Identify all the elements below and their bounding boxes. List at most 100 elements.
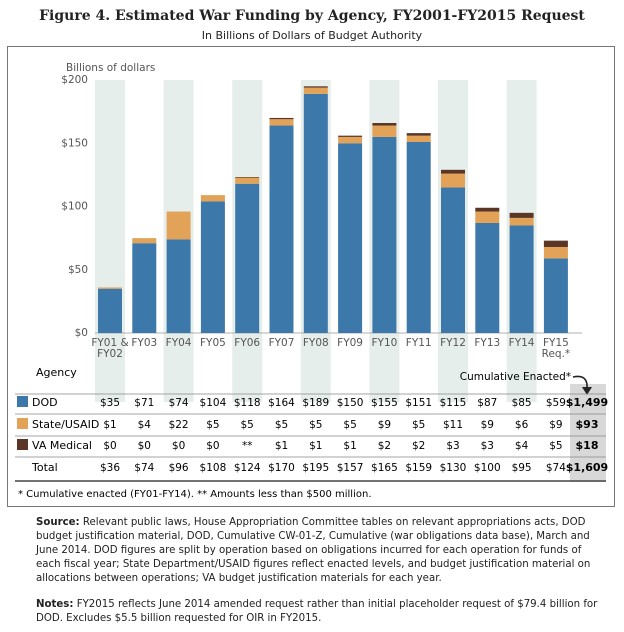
x-tick-label: FY07: [269, 337, 295, 349]
legend-swatch: [17, 396, 28, 407]
table-total-cell: $170: [268, 462, 295, 474]
bar-segment: [303, 87, 328, 94]
bar-segment: [338, 136, 363, 144]
bar-segment: [338, 143, 363, 333]
x-tick-label: FY05: [200, 337, 226, 349]
table-cell: $4: [138, 419, 152, 431]
table-total-cell: $95: [512, 462, 532, 474]
x-tick-label: FY09: [337, 337, 363, 349]
table-cell: $5: [275, 419, 288, 431]
bar-segment: [441, 173, 465, 188]
table-cell: $118: [234, 397, 261, 409]
notes: Notes: FY2015 reflects June 2014 amended…: [36, 598, 601, 626]
bar-segment: [200, 201, 225, 333]
bar-segment: [372, 136, 397, 333]
notes-label: Notes:: [36, 599, 74, 610]
bar-segment: [509, 217, 534, 226]
bar-segment: [475, 222, 500, 333]
y-tick-label: $50: [68, 264, 88, 276]
bar-segment: [132, 243, 157, 333]
table-cell: $155: [371, 397, 398, 409]
x-tick-label: FY13: [474, 337, 500, 349]
source-label: Source:: [36, 517, 80, 528]
bar-segment: [406, 135, 431, 142]
x-tick-label: FY08: [303, 337, 329, 349]
y-axis-label: Billions of dollars: [66, 62, 155, 74]
table-cell: $115: [440, 397, 467, 409]
y-tick-label: $100: [61, 201, 88, 213]
x-tick-label: FY01 &: [91, 337, 128, 349]
table-cell: $35: [100, 397, 120, 409]
table-cell: $151: [405, 397, 432, 409]
bar-segment: [406, 141, 431, 333]
figure-frame: [7, 46, 615, 507]
table-cell: $3: [446, 440, 459, 452]
bar-segment: [543, 240, 568, 247]
bar-segment: [372, 125, 397, 137]
table-cell: **: [242, 440, 253, 452]
x-tick-label: FY11: [406, 337, 432, 349]
table-row-label: DOD: [32, 396, 58, 409]
footnote: * Cumulative enacted (FY01-FY14). ** Amo…: [18, 489, 372, 500]
bar-segment: [543, 246, 568, 259]
table-cell: $5: [343, 419, 356, 431]
bar-segment: [441, 187, 465, 333]
table-cell: $0: [172, 440, 185, 452]
table-cell: $1: [103, 419, 116, 431]
source-text: Relevant public laws, House Appropriatio…: [36, 517, 591, 584]
cumulative-band: [570, 384, 606, 482]
bar-segment: [235, 177, 260, 184]
table-cell: $164: [268, 397, 295, 409]
table-cell: $59: [546, 397, 566, 409]
table-total-cell: $157: [337, 462, 364, 474]
bar-segment: [200, 195, 225, 202]
table-cell: $189: [302, 397, 329, 409]
table-header-agency: Agency: [36, 366, 77, 379]
figure-subtitle: In Billions of Dollars of Budget Authori…: [201, 29, 423, 42]
table-cell: $5: [309, 419, 322, 431]
table-total-cell: $195: [302, 462, 329, 474]
cumulative-header: Cumulative Enacted*: [460, 371, 571, 383]
table-cell: $0: [103, 440, 116, 452]
table-cell: $87: [477, 397, 497, 409]
x-tick-label: FY03: [131, 337, 157, 349]
table-total-cell: $100: [474, 462, 501, 474]
table-cell: $1: [343, 440, 356, 452]
table-cell: $1: [309, 440, 322, 452]
bar-segment: [98, 288, 122, 333]
table-cell: $104: [200, 397, 227, 409]
table-cell: $9: [378, 419, 391, 431]
bar-segment: [543, 258, 568, 333]
y-tick-label: $200: [61, 74, 88, 86]
table-cell: $1: [275, 440, 288, 452]
notes-text: FY2015 reflects June 2014 amended reques…: [36, 599, 598, 624]
x-tick-label: FY10: [371, 337, 397, 349]
table-cell: $4: [515, 440, 529, 452]
cumulative-total-cell: $1,609: [566, 461, 608, 474]
table-cell: $5: [412, 419, 425, 431]
table-total-cell: $165: [371, 462, 398, 474]
table-total-cell: $108: [200, 462, 227, 474]
bar-segment: [509, 225, 534, 333]
bar-segment: [166, 239, 191, 333]
bar-segment: [132, 238, 157, 244]
cumulative-cell: $93: [576, 418, 599, 431]
cumulative-cell: $18: [576, 439, 599, 452]
table-cell: $5: [206, 419, 219, 431]
table-cell: $74: [169, 397, 189, 409]
table-cell: $11: [443, 419, 463, 431]
figure-title: Figure 4. Estimated War Funding by Agenc…: [39, 8, 585, 24]
y-tick-label: $0: [75, 327, 88, 339]
table-cell: $9: [549, 419, 562, 431]
table-row-label: State/USAID: [32, 418, 99, 431]
legend-swatch: [17, 439, 28, 450]
cumulative-cell: $1,499: [566, 396, 608, 409]
column-band: [95, 80, 125, 402]
table-total-cell: $124: [234, 462, 261, 474]
bar-segment: [269, 125, 294, 333]
table-row-label: VA Medical: [32, 439, 92, 452]
table-cell: $3: [481, 440, 494, 452]
bar-segment: [509, 212, 534, 218]
table-cell: $0: [138, 440, 151, 452]
x-tick-label: FY02: [97, 348, 123, 360]
